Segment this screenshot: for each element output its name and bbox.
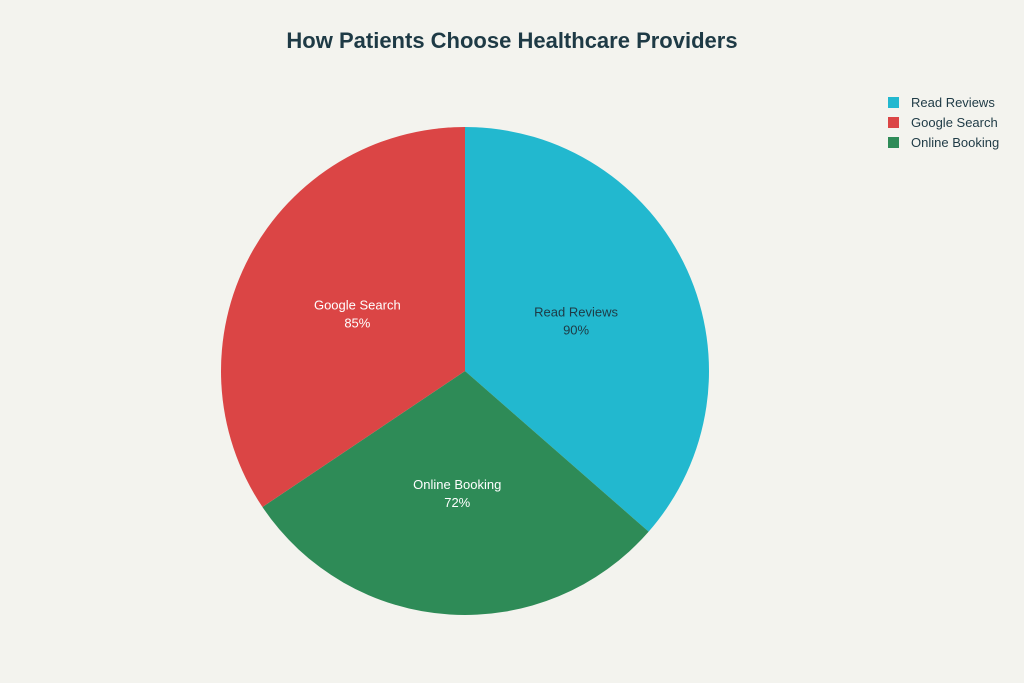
slice-label-online-booking: Online Booking	[413, 477, 501, 492]
chart-title: How Patients Choose Healthcare Providers	[286, 28, 738, 53]
pie-slice-google-search[interactable]	[221, 127, 465, 508]
legend-swatch	[888, 96, 899, 108]
slice-value-read-reviews: 90%	[563, 323, 589, 338]
pie-slices	[221, 127, 709, 615]
legend-swatch	[888, 136, 899, 148]
legend: Read Reviews Google Search Online Bookin…	[888, 92, 999, 152]
slice-value-online-booking: 72%	[444, 495, 470, 510]
slice-value-google-search: 85%	[344, 316, 370, 331]
pie-labels: Read Reviews 90% Online Booking 72% Google S…	[314, 298, 619, 510]
legend-item-read-reviews[interactable]: Read Reviews	[888, 92, 999, 112]
legend-swatch	[888, 116, 899, 128]
slice-label-google-search: Google Search	[314, 298, 401, 313]
legend-label: Read Reviews	[911, 94, 995, 110]
pie-slice-read-reviews[interactable]	[465, 127, 709, 532]
legend-label: Online Booking	[911, 134, 1000, 150]
slice-label-read-reviews: Read Reviews	[534, 305, 618, 320]
legend-label: Google Search	[911, 114, 998, 130]
pie-slice-online-booking[interactable]	[262, 371, 649, 615]
legend-item-online-booking[interactable]: Online Booking	[888, 132, 999, 152]
legend-item-google-search[interactable]: Google Search	[888, 112, 999, 132]
